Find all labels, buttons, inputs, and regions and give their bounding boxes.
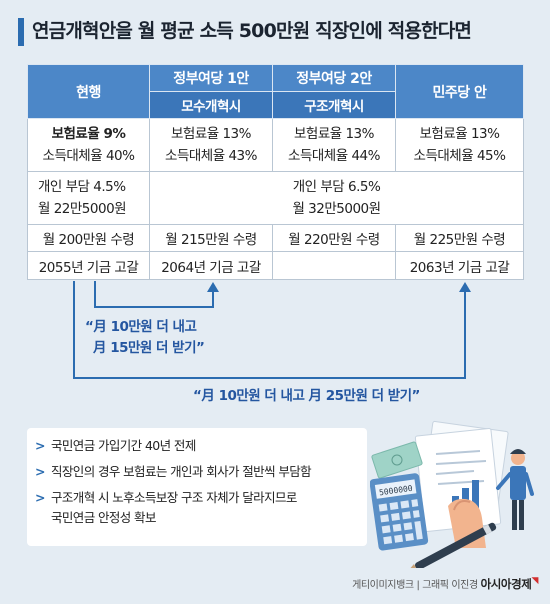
- cell-rates-dem: 보험료율 13% 소득대체율 45%: [395, 118, 524, 172]
- assumptions-box: > 국민연금 가입기간 40년 전제 > 직장인의 경우 보험료는 개인과 회사…: [27, 428, 367, 546]
- header-gov-plan1-sub: 모수개혁시: [149, 91, 273, 119]
- arrow-gov-line: [94, 281, 214, 308]
- burden-amount: 월 22만5000원: [38, 201, 127, 217]
- burden-percent: 개인 부담 6.5%: [292, 179, 381, 195]
- credit-source: 게티이미지뱅크 | 그래픽 이진경: [352, 580, 478, 591]
- chevron-right-icon: >: [35, 438, 45, 453]
- cell-depletion-current: 2055년 기금 고갈: [27, 251, 150, 280]
- premium-rate: 보험료율 13%: [171, 126, 251, 142]
- premium-rate: 보험료율 13%: [294, 126, 374, 142]
- header-current: 현행: [27, 64, 150, 119]
- cell-rates-current: 보험료율 9% 소득대체율 40%: [27, 118, 150, 172]
- chevron-right-icon: >: [35, 464, 45, 479]
- brand-mark-icon: ◥: [531, 576, 538, 586]
- replacement-rate: 소득대체율 44%: [288, 148, 380, 164]
- replacement-rate: 소득대체율 43%: [165, 148, 257, 164]
- header-gov-plan2-sub: 구조개혁시: [272, 91, 396, 119]
- cell-receive-dem: 월 225만원 수령: [395, 224, 524, 252]
- cell-depletion-dem: 2063년 기금 고갈: [395, 251, 524, 280]
- gov-plan-note: “月 10만원 더 내고 月 15만원 더 받기”: [85, 317, 255, 359]
- cell-burden-others: 개인 부담 6.5% 월 32만5000원: [149, 171, 524, 225]
- page-title: 연금개혁안을 월 평균 소득 500만원 직장인에 적용한다면: [32, 20, 472, 42]
- burden-percent: 개인 부담 4.5%: [38, 179, 126, 195]
- header-gov-plan2: 정부여당 2안: [272, 64, 396, 92]
- chevron-right-icon: >: [35, 490, 45, 505]
- cell-burden-current: 개인 부담 4.5% 월 22만5000원: [27, 171, 150, 225]
- cell-depletion-gov1: 2064년 기금 고갈: [149, 251, 273, 280]
- credit-line: 게티이미지뱅크 | 그래픽 이진경 아시아경제◥: [352, 576, 538, 592]
- title-accent-bar: [18, 18, 24, 46]
- burden-amount: 월 32만5000원: [292, 201, 381, 217]
- calculator-documents-illustration: 5000000: [370, 420, 534, 568]
- comparison-table: 현행 정부여당 1안 정부여당 2안 민주당 안 모수개혁시 구조개혁시 보험료…: [27, 64, 524, 280]
- arrow-dem-head: [459, 282, 471, 292]
- brand-logo: 아시아경제: [480, 577, 532, 591]
- bullet-item: > 직장인의 경우 보험료는 개인과 회사가 절반씩 부담함: [35, 462, 359, 482]
- header-gov-plan1: 정부여당 1안: [149, 64, 273, 92]
- cell-rates-gov1: 보험료율 13% 소득대체율 43%: [149, 118, 273, 172]
- cell-rates-gov2: 보험료율 13% 소득대체율 44%: [272, 118, 396, 172]
- gov-note-line1: “月 10만원 더 내고: [85, 319, 197, 335]
- gov-note-line2: 月 15만원 더 받기”: [93, 340, 205, 356]
- premium-rate: 보험료율 9%: [51, 126, 126, 142]
- bullet-item: > 국민연금 가입기간 40년 전제: [35, 436, 359, 456]
- cell-receive-gov2: 월 220만원 수령: [272, 224, 396, 252]
- replacement-rate: 소득대체율 45%: [413, 148, 506, 164]
- replacement-rate: 소득대체율 40%: [42, 148, 135, 164]
- arrow-dem-line: [73, 281, 466, 379]
- premium-rate: 보험료율 13%: [419, 126, 500, 142]
- bullet-item: > 구조개혁 시 노후소득보장 구조 자체가 달라지므로 국민연금 안정성 확보: [35, 490, 297, 525]
- dem-plan-note: “月 10만원 더 내고 月 25만원 더 받기”: [193, 388, 420, 404]
- arrow-gov-head: [207, 282, 219, 292]
- header-democratic-party: 민주당 안: [395, 64, 524, 119]
